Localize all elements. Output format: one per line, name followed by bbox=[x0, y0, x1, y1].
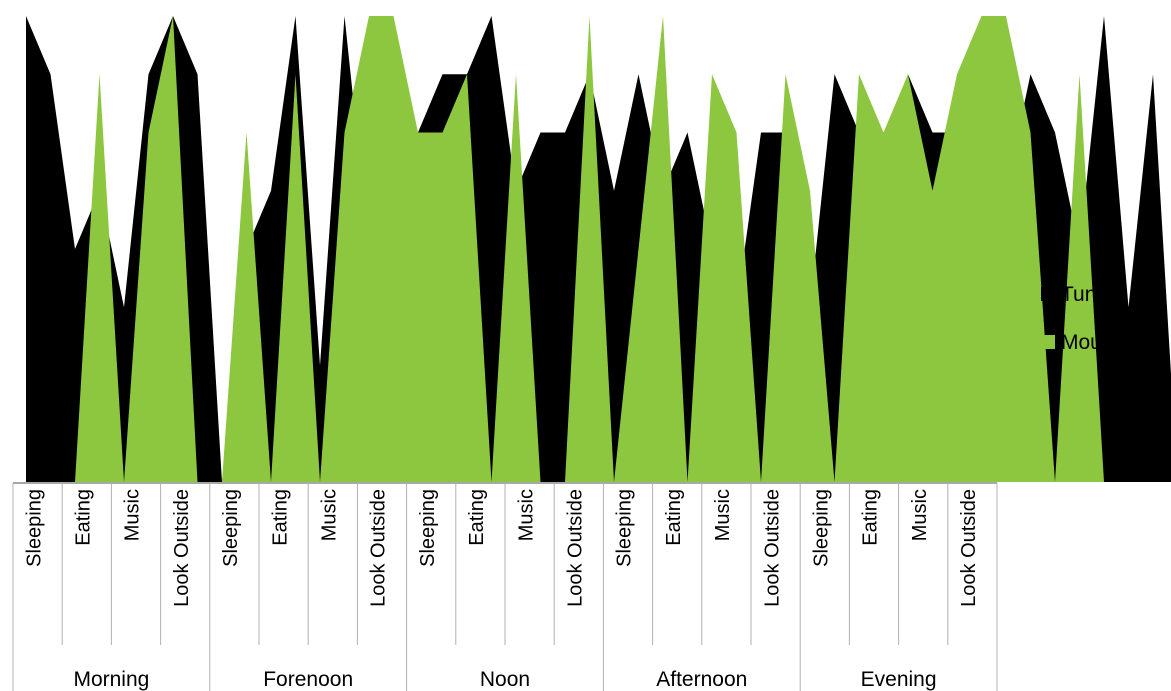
tick-label-look-outside: Look Outside bbox=[564, 489, 586, 607]
category-axis: Sleeping Eating Music Look Outside Morning Sl… bbox=[12, 482, 998, 691]
tick-label-sleeping: Sleeping bbox=[23, 489, 45, 567]
legend-label-mountain: Mountain bbox=[1061, 331, 1147, 354]
tick-label-eating: Eating bbox=[269, 489, 291, 546]
legend-label-tunnel: Tunnel bbox=[1061, 283, 1124, 306]
tick-label-sleeping: Sleeping bbox=[220, 489, 242, 567]
tick-label-look-outside: Look Outside bbox=[761, 489, 783, 607]
legend-swatch-tunnel bbox=[1041, 287, 1055, 301]
tick-label-look-outside: Look Outside bbox=[958, 489, 980, 607]
tick-label-music: Music bbox=[318, 489, 340, 541]
tick-label-music: Music bbox=[122, 489, 144, 541]
group-label-evening: Evening bbox=[861, 668, 937, 691]
legend: Tunnel Mountain bbox=[1041, 283, 1147, 354]
tick-label-eating: Eating bbox=[860, 489, 882, 546]
plot-area bbox=[26, 16, 1171, 482]
tick-label-music: Music bbox=[515, 489, 537, 541]
group-label-morning: Morning bbox=[73, 668, 149, 691]
tick-label-sleeping: Sleeping bbox=[417, 489, 439, 567]
tick-label-eating: Eating bbox=[663, 489, 685, 546]
area-series-mountain bbox=[26, 16, 1171, 482]
tick-label-look-outside: Look Outside bbox=[368, 489, 390, 607]
tick-label-eating: Eating bbox=[72, 489, 94, 546]
tick-label-look-outside: Look Outside bbox=[171, 489, 193, 607]
group-label-afternoon: Afternoon bbox=[656, 668, 747, 691]
legend-swatch-mountain bbox=[1041, 335, 1055, 349]
tick-label-sleeping: Sleeping bbox=[810, 489, 832, 567]
tick-label-music: Music bbox=[909, 489, 931, 541]
tick-label-sleeping: Sleeping bbox=[614, 489, 636, 567]
tick-label-music: Music bbox=[712, 489, 734, 541]
tick-label-eating: Eating bbox=[466, 489, 488, 546]
group-label-noon: Noon bbox=[480, 668, 530, 691]
group-label-forenoon: Forenoon bbox=[263, 668, 353, 691]
